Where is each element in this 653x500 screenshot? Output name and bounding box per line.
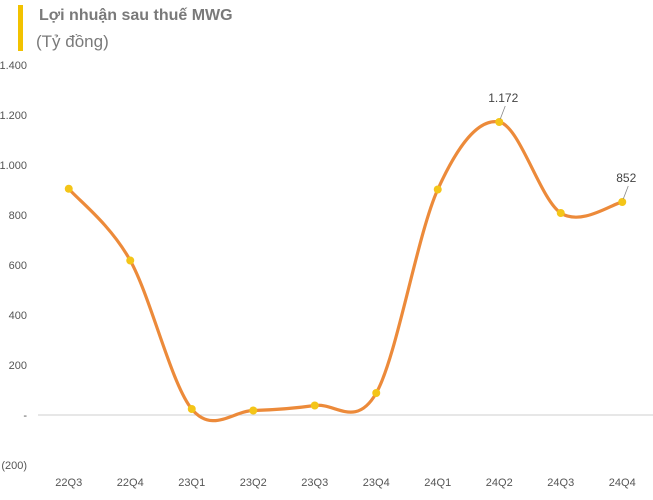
series-line [67,120,624,423]
y-tick-label: - [23,410,27,422]
data-label-leader [499,105,506,120]
y-tick-label: 1.000 [0,160,27,172]
chart-subtitle: (Tỷ đồng) [36,32,109,51]
data-label-leader [622,185,629,200]
x-tick-label: 24Q2 [486,477,513,489]
x-tick-label: 23Q1 [178,477,205,489]
data-point [187,405,196,413]
data-point [126,256,135,265]
data-point [64,184,73,193]
data-point [433,185,442,194]
y-tick-label: (200) [1,460,27,472]
x-tick-label: 23Q2 [240,477,267,489]
data-label: 852 [616,171,636,185]
y-tick-label: 800 [9,210,27,222]
y-tick-label: 600 [9,260,27,272]
data-label: 1.172 [488,91,518,105]
data-point [310,401,319,410]
data-point [618,198,627,206]
data-point [249,406,258,415]
data-point [556,209,565,217]
x-tick-label: 23Q3 [301,477,328,489]
y-tick-label: 1.400 [0,60,27,72]
y-tick-label: 1.200 [0,110,27,122]
data-point [372,389,381,397]
x-tick-label: 24Q1 [424,477,451,489]
title-accent-bar [18,5,23,51]
data-point [495,118,504,126]
x-tick-label: 24Q3 [547,477,574,489]
x-tick-label: 22Q3 [55,477,82,489]
y-tick-label: 400 [9,310,27,322]
x-tick-label: 24Q4 [609,477,636,489]
x-tick-label: 22Q4 [117,477,144,489]
y-tick-label: 200 [9,360,27,372]
chart-title: Lợi nhuận sau thuế MWG [39,7,233,24]
x-tick-label: 23Q4 [363,477,390,489]
